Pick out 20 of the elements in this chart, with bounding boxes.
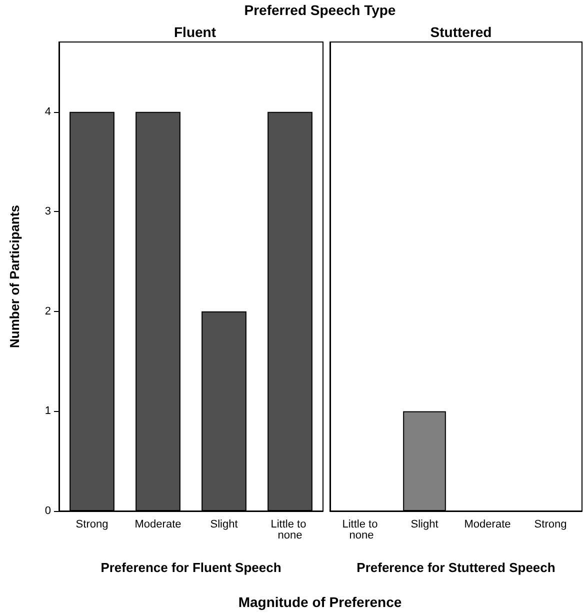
x-tick-label: Strong [534,518,567,530]
y-tick-label: 3 [44,206,51,218]
y-axis-title: Number of Participants [7,204,22,348]
x-tick-label: Slight [410,518,438,530]
x-tick-label: Little to none [270,518,310,542]
y-tick-label: 4 [44,106,51,118]
chart-title: Fluent [174,24,216,40]
chart-title: Stuttered [430,24,492,40]
text: Magnitude of Preference [237,594,403,610]
y-tick-label: 1 [44,405,51,418]
x-tick-label: Moderate [134,518,182,530]
x-tick-label: Little to none [342,518,381,542]
x-tick-label: Slight [210,518,238,530]
x-tick-label: Moderate [464,518,511,530]
x-tick-label: Strong [76,518,108,530]
y-tick-label: 0 [44,505,51,517]
x-axis-title: Preference for Stuttered Speech [356,560,556,575]
y-tick-label: 2 [44,305,51,318]
text: Preferred Speech Type [243,2,397,18]
x-axis-title: Preference for Fluent Speech [100,560,282,575]
